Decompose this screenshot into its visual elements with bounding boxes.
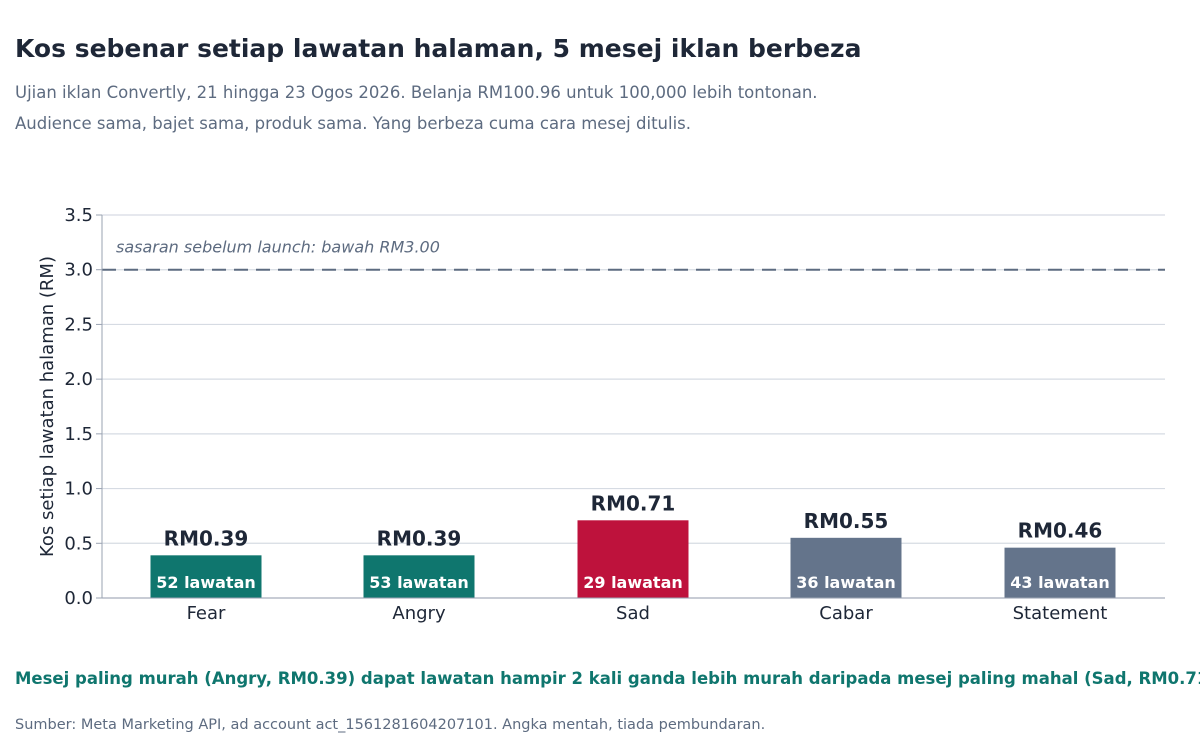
x-tick-label: Fear: [187, 603, 226, 624]
target-reference-label: sasaran sebelum launch: bawah RM3.00: [116, 238, 440, 257]
y-tick-label: 0.0: [64, 588, 93, 609]
takeaway-note: Mesej paling murah (Angry, RM0.39) dapat…: [15, 669, 1200, 688]
y-tick-label: 3.5: [64, 205, 93, 226]
y-axis-label: Kos setiap lawatan halaman (RM): [37, 256, 58, 557]
bar-inner-label: 36 lawatan: [796, 573, 896, 592]
bar-value-label: RM0.39: [377, 526, 462, 550]
bar-chart: sasaran sebelum launch: bawah RM3.00 RM0…: [37, 205, 1165, 624]
x-tick-label: Statement: [1013, 603, 1108, 624]
bar-value-label: RM0.71: [591, 491, 676, 515]
y-tick-label: 3.0: [64, 260, 93, 281]
y-tick-label: 2.0: [64, 369, 93, 390]
x-tick-label: Cabar: [819, 603, 873, 624]
x-tick-label: Sad: [616, 603, 650, 624]
bar-angry: [363, 555, 475, 598]
chart-subtitle-line-1: Ujian iklan Convertly, 21 hingga 23 Ogos…: [15, 83, 818, 102]
bar-sad: [577, 520, 689, 598]
chart-subtitle-line-2: Audience sama, bajet sama, produk sama. …: [15, 114, 692, 133]
axis-layer: 0.0 0.5 1.0 1.5 2.0 2.5 3.0 3.5 Kos setiap lawat…: [37, 205, 1165, 624]
bar-value-label: RM0.46: [1018, 519, 1103, 543]
bar-inner-label: 43 lawatan: [1010, 573, 1110, 592]
y-tick-label: 1.5: [64, 424, 93, 445]
x-tick-label: Angry: [392, 603, 446, 624]
chart-title: Kos sebenar setiap lawatan halaman, 5 me…: [15, 34, 862, 63]
bar-cabar: [790, 537, 902, 598]
reference-layer: sasaran sebelum launch: bawah RM3.00: [102, 238, 1165, 271]
bars-layer: RM0.39 52 lawatan RM0.39 53 lawatan RM0.71 29…: [150, 491, 1116, 598]
bar-value-label: RM0.39: [164, 526, 249, 550]
y-tick-label: 1.0: [64, 479, 93, 500]
bar-inner-label: 53 lawatan: [369, 573, 469, 592]
bar-inner-label: 52 lawatan: [156, 573, 256, 592]
bar-inner-label: 29 lawatan: [583, 573, 683, 592]
bar-fear: [150, 555, 262, 598]
bar-statement: [1004, 547, 1116, 598]
bar-value-label: RM0.55: [804, 509, 889, 533]
source-note: Sumber: Meta Marketing API, ad account a…: [15, 717, 766, 733]
y-tick-label: 0.5: [64, 533, 93, 554]
y-tick-label: 2.5: [64, 314, 93, 335]
